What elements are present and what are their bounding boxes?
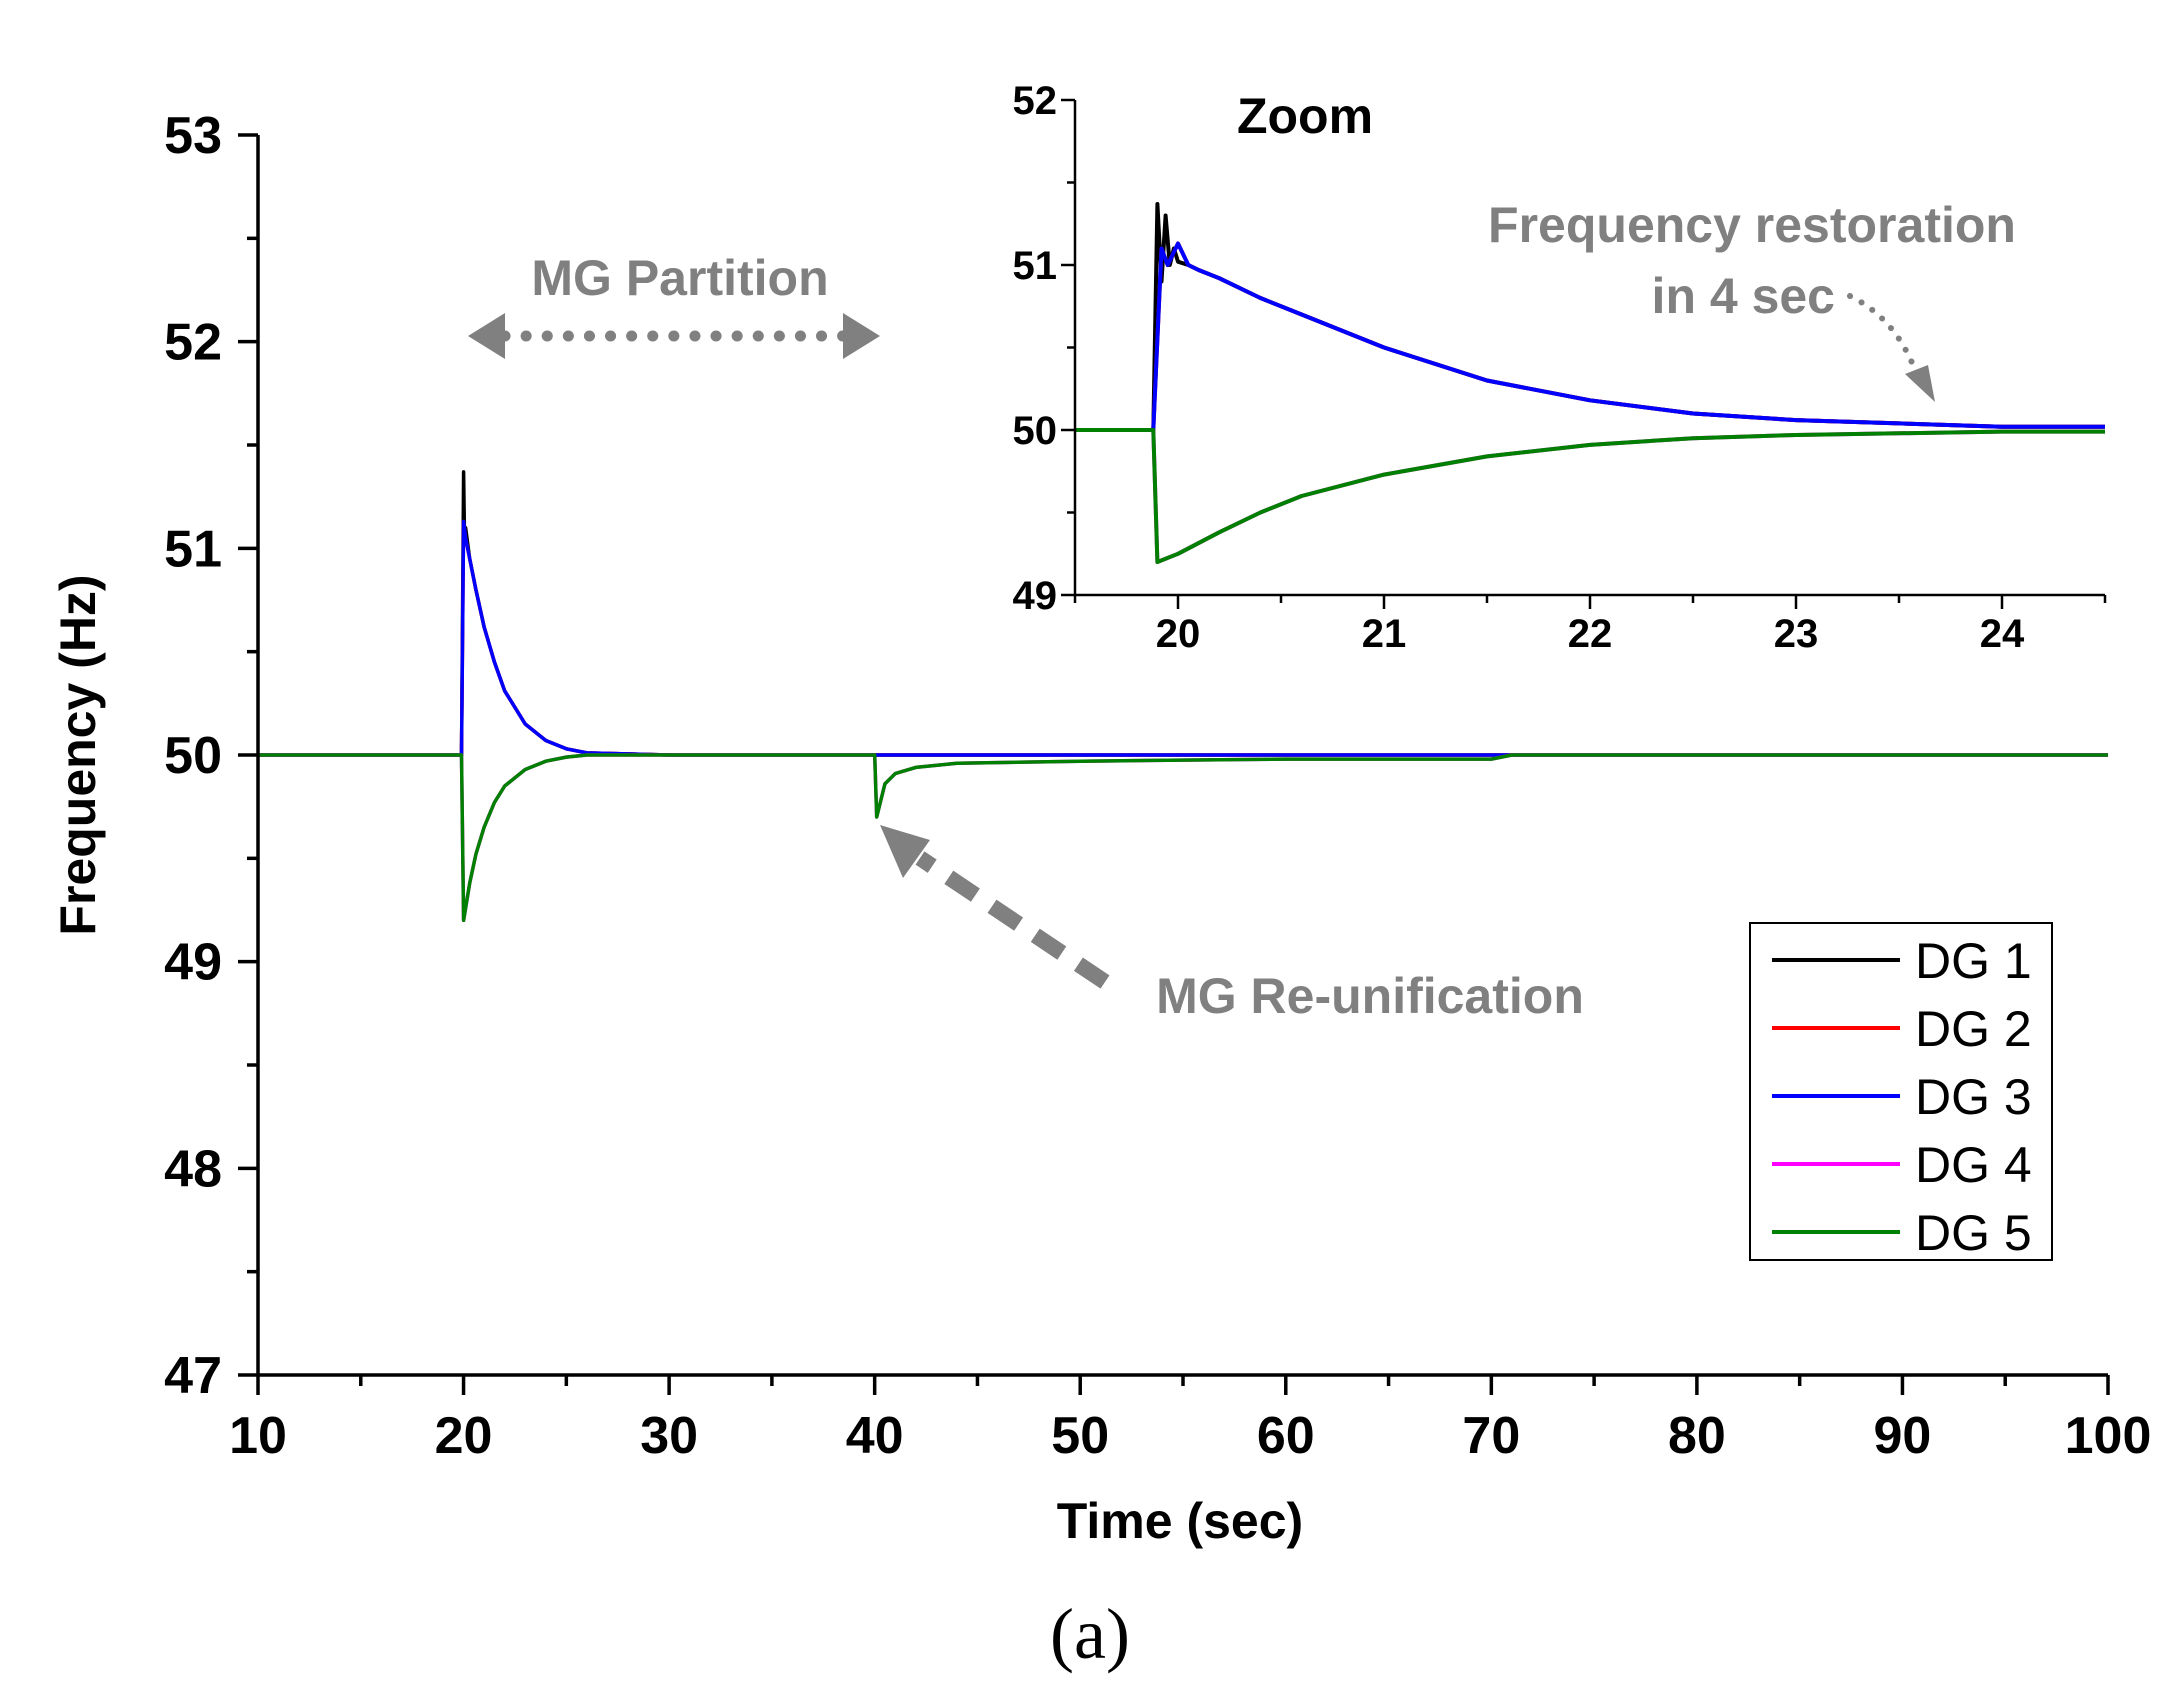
main-series-dg-4 [258, 753, 2108, 923]
main-y-tick-label: 50 [164, 727, 222, 785]
main-x-tick-label: 70 [1462, 1407, 1520, 1465]
annotation-in-4-sec: in 4 sec [1652, 268, 1835, 324]
main-y-tick-label: 52 [164, 314, 222, 372]
main-y-tick-label: 47 [164, 1347, 222, 1405]
main-x-tick-label: 40 [846, 1407, 904, 1465]
main-x-tick-label: 90 [1874, 1407, 1932, 1465]
main-x-tick-label: 80 [1668, 1407, 1726, 1465]
main-x-tick-label: 60 [1257, 1407, 1315, 1465]
legend-box [1749, 922, 2053, 1261]
main-x-tick-label: 30 [640, 1407, 698, 1465]
main-x-tick-label: 10 [229, 1407, 287, 1465]
main-chart: 10 20 30 40 50 60 70 80 90 100 47 48 49 50 51 52 53 [164, 107, 2151, 1465]
inset-x-tick-label: 23 [1774, 612, 1819, 656]
main-y-tick-label: 48 [164, 1140, 222, 1198]
inset-y-tick-label: 51 [1013, 244, 1058, 288]
inset-series-dg-4 [1075, 428, 2105, 564]
inset-chart: 20 21 22 23 24 49 50 51 52 [1013, 79, 2107, 656]
inset-title: Zoom [1237, 88, 1373, 144]
inset-x-tick-label: 22 [1568, 612, 1613, 656]
main-axes: 10 20 30 40 50 60 70 80 90 100 47 48 49 50 51 52 53 [164, 107, 2151, 1465]
main-y-tick-label: 53 [164, 107, 222, 165]
inset-y-tick-label: 49 [1013, 574, 1058, 618]
legend-label-dg-4: DG 4 [1915, 1137, 2032, 1193]
inset-x-tick-label: 20 [1156, 612, 1201, 656]
inset-series-dg-3 [1075, 241, 2105, 432]
main-x-tick-label: 20 [435, 1407, 493, 1465]
main-x-tick-label: 50 [1051, 1407, 1109, 1465]
legend-label-dg-3: DG 3 [1915, 1069, 2032, 1125]
legend: DG 1 DG 2 DG 3 DG 4 DG 5 [1749, 922, 2053, 1261]
mg-partition-double-arrow [468, 313, 880, 359]
inset-x-tick-label: 24 [1980, 612, 2025, 656]
inset-y-tick-label: 52 [1013, 79, 1058, 123]
inset-series-dg-5 [1075, 428, 2105, 564]
main-y-tick-label: 49 [164, 934, 222, 992]
mg-reunification-dashed-arrow [880, 825, 1110, 989]
restoration-dotted-arrow [1847, 293, 1935, 402]
legend-label-dg-1: DG 1 [1915, 933, 2032, 989]
inset-axes: 20 21 22 23 24 49 50 51 52 [1013, 79, 2107, 656]
annotation-mg-reunification: MG Re-unification [1156, 968, 1584, 1024]
figure-caption: (a) [1050, 1594, 1130, 1674]
y-axis-title: Frequency (Hz) [50, 574, 106, 935]
main-x-tick-label: 100 [2065, 1407, 2152, 1465]
main-y-tick-label: 51 [164, 520, 222, 578]
inset-x-tick-label: 21 [1362, 612, 1407, 656]
main-series-group [258, 470, 2108, 923]
main-series-dg-3 [258, 519, 2108, 757]
annotation-mg-partition: MG Partition [531, 250, 828, 306]
annotation-frequency-restoration: Frequency restoration [1488, 197, 2016, 253]
inset-series-group [1075, 202, 2105, 564]
legend-label-dg-2: DG 2 [1915, 1001, 2032, 1057]
x-axis-title: Time (sec) [1057, 1493, 1303, 1549]
legend-label-dg-5: DG 5 [1915, 1205, 2032, 1261]
inset-y-tick-label: 50 [1013, 409, 1058, 453]
main-series-dg-5 [258, 753, 2108, 923]
